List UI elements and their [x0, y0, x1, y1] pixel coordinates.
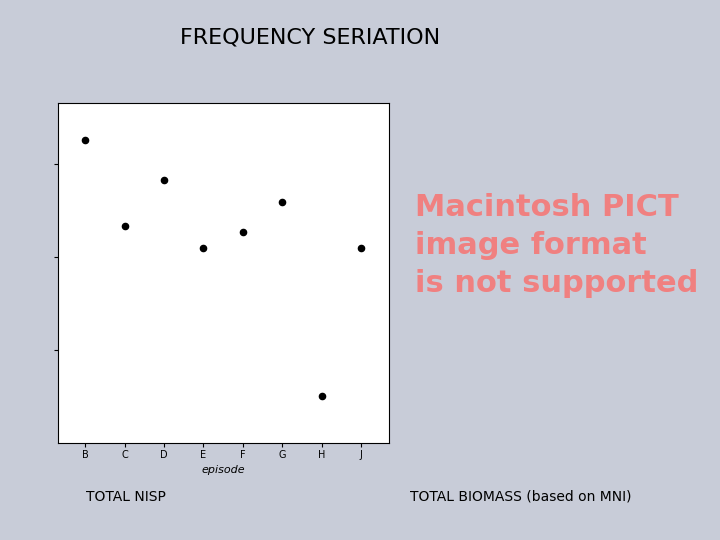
Point [316, 392, 328, 401]
Text: TOTAL NISP: TOTAL NISP [86, 490, 166, 504]
Point [276, 197, 288, 206]
Point [158, 176, 170, 184]
Point [79, 136, 91, 144]
Text: TOTAL BIOMASS (based on MNI): TOTAL BIOMASS (based on MNI) [410, 490, 632, 504]
X-axis label: episode: episode [202, 465, 245, 475]
Point [198, 244, 210, 252]
Point [356, 244, 367, 252]
Point [237, 228, 248, 237]
Text: Macintosh PICT
image format
is not supported: Macintosh PICT image format is not suppo… [415, 193, 698, 298]
Text: FREQUENCY SERIATION: FREQUENCY SERIATION [179, 28, 440, 48]
Point [119, 222, 130, 231]
